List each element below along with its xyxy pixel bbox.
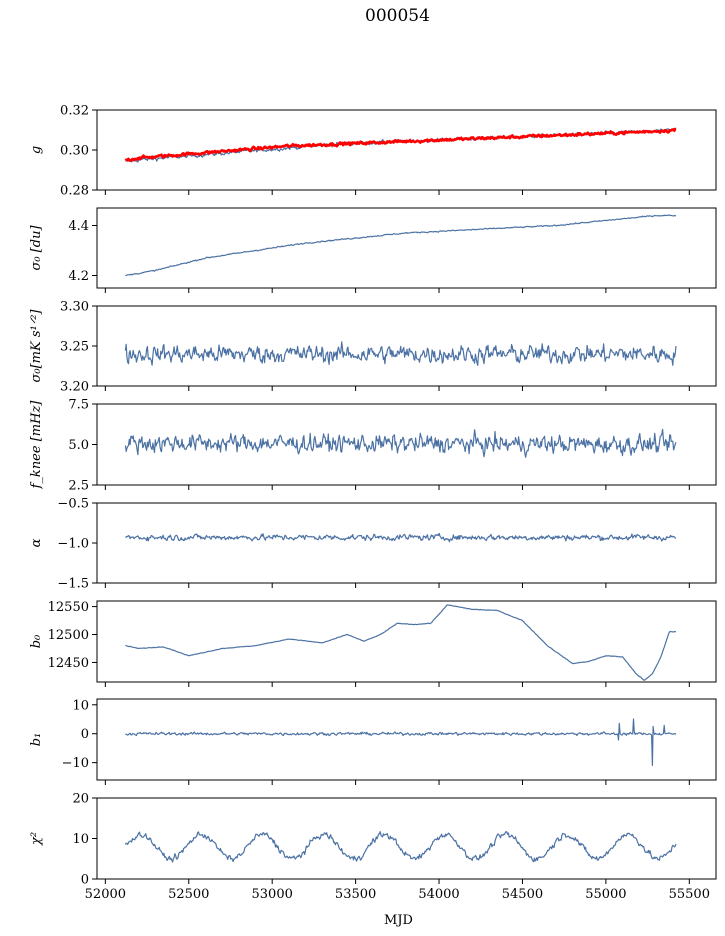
panel-frame (96, 600, 717, 683)
x-tick-label: 54500 (502, 887, 543, 902)
fit-line (124, 127, 677, 162)
y-tick-label: 0 (81, 727, 89, 742)
series-line (124, 341, 677, 366)
panel-5: −1.5 −1.0 −0.5 α (29, 497, 717, 592)
y-axis-label: b₀ (29, 634, 44, 648)
y-tick-label: 0.28 (60, 184, 89, 199)
y-tick-label: 0.30 (60, 144, 89, 159)
x-tick-label: 55500 (669, 887, 710, 902)
y-tick-label: 3.30 (60, 300, 89, 315)
y-tick-label: 12450 (48, 656, 89, 671)
y-tick-label: 12500 (48, 628, 89, 643)
y-tick-label: 4.4 (68, 219, 89, 234)
y-tick-label: 7.5 (68, 398, 89, 413)
y-tick-label: −1.5 (57, 577, 89, 592)
panel-frame (96, 207, 717, 289)
series-line (125, 214, 677, 277)
y-tick-label: 5.0 (68, 438, 89, 453)
panel-7: −10 0 10 b₁ (29, 698, 717, 785)
y-tick-label: −10 (62, 756, 89, 771)
y-tick-label: 10 (72, 832, 89, 847)
panel-frame (96, 797, 717, 880)
x-tick-label: 52500 (168, 887, 209, 902)
panel-1: 0.28 0.30 0.32 g (29, 104, 717, 199)
y-tick-label: −1.0 (57, 537, 89, 552)
y-axis-label: χ² (29, 832, 44, 846)
x-axis-label: MJD (384, 913, 413, 928)
y-axis-label: σ₀[mK s¹ᐟ²] (29, 309, 44, 383)
panel-3: 3.20 3.25 3.30 σ₀[mK s¹ᐟ²] (29, 300, 717, 395)
series-line (124, 830, 677, 863)
panel-frame (96, 305, 717, 387)
series-line (125, 532, 677, 543)
y-tick-label: 0.32 (60, 104, 89, 119)
panel-8: 0 10 20 52000 52500 53000 53500 54000 54500 55000… (29, 792, 717, 902)
series-line (125, 604, 677, 681)
y-tick-label: 10 (72, 698, 89, 713)
y-axis-label: α (29, 538, 44, 547)
y-axis-label: f_knee [mHz] (29, 400, 44, 490)
panel-frame (96, 502, 717, 584)
series-line (125, 718, 677, 767)
x-tick-label: 55000 (585, 887, 626, 902)
y-tick-label: −0.5 (57, 497, 89, 512)
y-axis-label: b₁ (29, 733, 44, 747)
series-line (124, 428, 677, 458)
panel-4: 2.5 5.0 7.5 f_knee [mHz] (29, 398, 717, 494)
y-tick-label: 4.2 (68, 269, 89, 284)
y-tick-label: 0 (81, 873, 89, 888)
panel-frame (96, 698, 717, 781)
figure-title: 000054 (365, 6, 430, 26)
panel-6: 12450 12500 12550 b₀ (29, 600, 717, 687)
x-tick-label: 54000 (418, 887, 459, 902)
y-tick-label: 3.20 (60, 380, 89, 395)
y-tick-label: 3.25 (60, 340, 89, 355)
x-tick-label: 53500 (335, 887, 376, 902)
y-tick-label: 12550 (48, 600, 89, 615)
panel-frame (96, 109, 717, 191)
y-axis-label: g (29, 146, 44, 154)
y-axis-label: σ₀ [du] (29, 225, 44, 271)
y-tick-label: 2.5 (68, 479, 89, 494)
x-tick-label: 52000 (85, 887, 126, 902)
y-tick-label: 20 (72, 792, 89, 807)
panel-2: 4.2 4.4 σ₀ [du] (29, 207, 717, 293)
x-tick-label: 53000 (252, 887, 293, 902)
